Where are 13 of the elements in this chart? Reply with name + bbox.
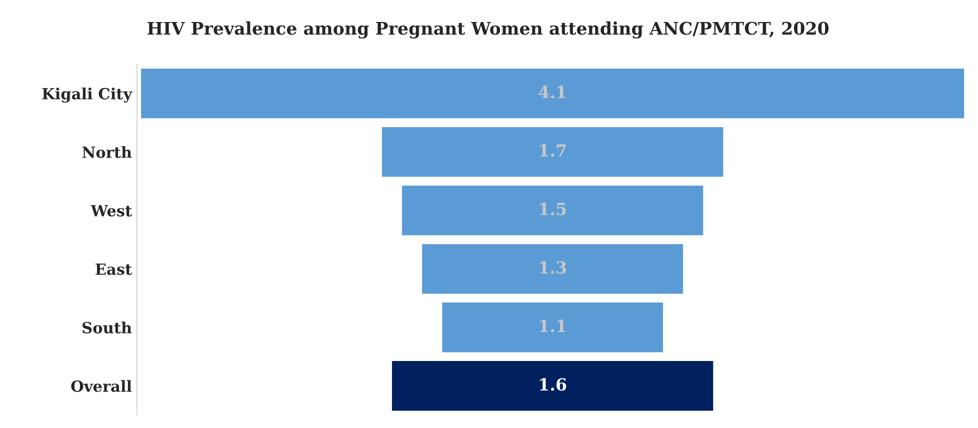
data-label: 1.3 [540,261,566,274]
text: HIV Prevalence among Pregnant Women attending ANC/PMTCT, 2020 [148,21,829,38]
category-label: East [96,264,132,275]
category-label: Overall [71,380,132,392]
data-label: 1.7 [540,144,566,157]
category-label: North [82,146,132,158]
data-label: 1.5 [540,202,566,216]
data-label: 1.6 [540,378,566,391]
data-label: 1.1 [540,320,566,332]
data-label: 4.1 [538,86,566,98]
category-label: West [90,205,132,216]
category-label: Kigali City [42,88,132,103]
category-label: South [82,322,132,334]
